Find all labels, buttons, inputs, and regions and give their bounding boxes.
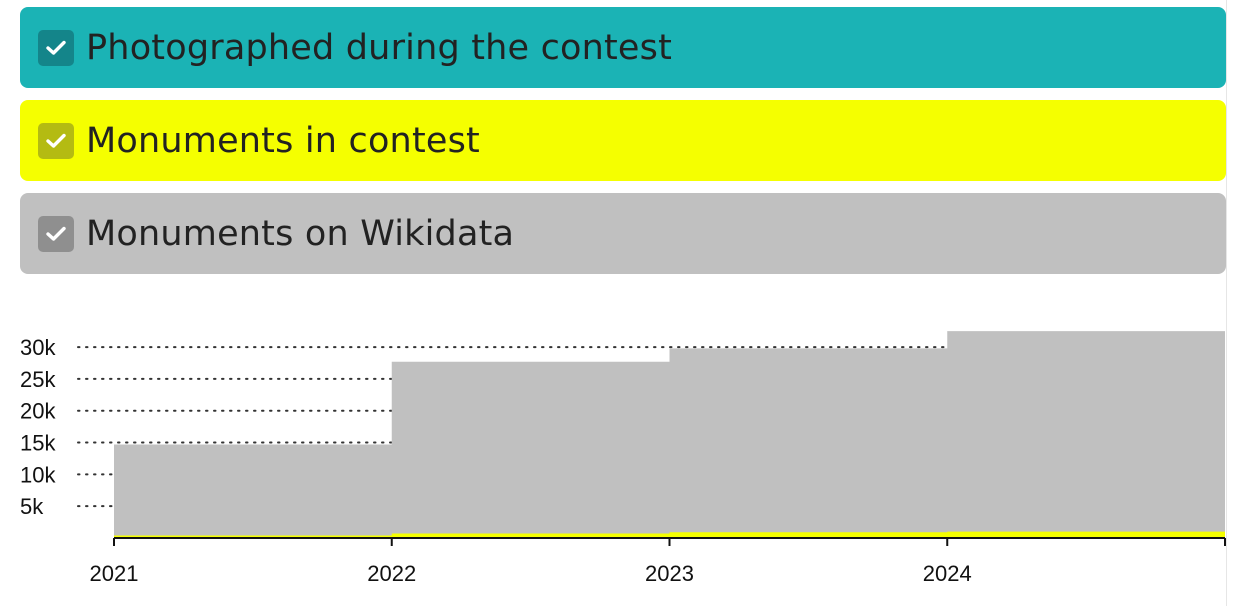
step-mark <box>947 331 1225 538</box>
y-tick-label: 5k <box>20 494 44 519</box>
x-tick-label: 2021 <box>90 561 139 586</box>
step-mark <box>392 362 670 538</box>
y-tick-label: 15k <box>20 431 56 456</box>
step-area-chart: 2021 2022 2023 2024 5k 10k 15k 20k 25k 30k <box>20 331 1226 586</box>
y-tick-label: 20k <box>20 399 56 424</box>
step-mark <box>114 444 392 538</box>
area-monuments-in-contest <box>114 531 1225 538</box>
step-mark <box>670 348 948 538</box>
legend-label: Photographed during the contest <box>86 27 673 68</box>
legend: Photographed during the contest Monument… <box>20 7 1226 286</box>
checkbox-icon[interactable] <box>38 122 74 159</box>
legend-item-photographed[interactable]: Photographed during the contest <box>20 7 1226 88</box>
legend-item-monuments-on-wikidata[interactable]: Monuments on Wikidata <box>20 193 1226 274</box>
legend-item-monuments-in-contest[interactable]: Monuments in contest <box>20 100 1226 181</box>
legend-label: Monuments on Wikidata <box>86 213 515 254</box>
area-monuments-on-wikidata <box>114 331 1225 538</box>
scrollbar-track[interactable] <box>1226 0 1254 606</box>
legend-label: Monuments in contest <box>86 120 480 161</box>
checkbox-icon[interactable] <box>38 215 74 252</box>
checkbox-icon[interactable] <box>38 29 74 66</box>
x-tick-label: 2024 <box>923 561 972 586</box>
y-tick-label: 10k <box>20 462 56 487</box>
x-tick-label: 2023 <box>645 561 694 586</box>
x-tick-label: 2022 <box>367 561 416 586</box>
y-tick-label: 25k <box>20 367 56 392</box>
y-tick-label: 30k <box>20 335 56 360</box>
